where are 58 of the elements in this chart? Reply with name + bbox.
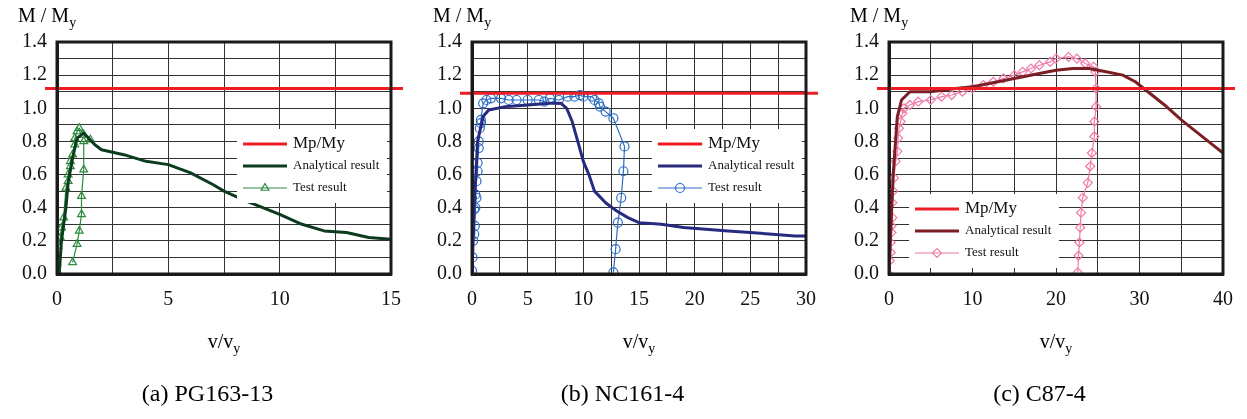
y-tick-label: 1.0 xyxy=(437,95,462,118)
legend-label: Analytical result xyxy=(293,157,380,173)
legend-label: Mp/My xyxy=(708,133,761,153)
x-tick-label: 5 xyxy=(522,287,533,310)
y-tick-label: 1.4 xyxy=(437,29,462,52)
x-tick-label: 10 xyxy=(269,287,290,310)
x-tick-label: 5 xyxy=(163,287,174,310)
y-tick-label: 0.4 xyxy=(437,194,462,217)
x-tick-label: 25 xyxy=(740,287,761,310)
x-tick-label: 20 xyxy=(684,287,705,310)
legend-label: Test result xyxy=(965,244,1019,260)
y-tick-label: 1.4 xyxy=(22,29,47,52)
x-tick-label: 40 xyxy=(1213,287,1233,310)
y-tick-label: 1.2 xyxy=(437,62,462,85)
legend-label: Mp/My xyxy=(965,198,1018,218)
y-tick-label: 1.4 xyxy=(854,29,879,52)
x-tick-label: 30 xyxy=(1129,287,1150,310)
x-tick-label: 20 xyxy=(1046,287,1066,310)
y-tick-label: 0.2 xyxy=(437,228,462,251)
legend-label: Mp/My xyxy=(293,133,346,153)
y-axis-title: M / M$_{y}$ xyxy=(850,4,909,31)
y-tick-label: 1.2 xyxy=(22,62,47,85)
x-tick-label: 10 xyxy=(573,287,594,310)
x-tick-label: 0 xyxy=(52,287,62,310)
y-tick-label: 0.8 xyxy=(437,128,462,151)
y-tick-label: 0.4 xyxy=(22,194,47,217)
y-tick-label: 0.0 xyxy=(437,261,462,284)
y-tick-label: 1.0 xyxy=(854,95,879,118)
x-tick-label: 15 xyxy=(629,287,649,310)
x-tick-label: 30 xyxy=(796,287,816,310)
x-tick-label: 15 xyxy=(381,287,401,310)
x-axis-title: v/v$_{y}$ xyxy=(622,330,656,357)
x-tick-label: 10 xyxy=(962,287,983,310)
y-tick-label: 0.6 xyxy=(22,161,47,184)
legend-label: Analytical result xyxy=(708,157,795,173)
y-tick-label: 0.2 xyxy=(854,228,879,251)
y-tick-label: 1.2 xyxy=(854,62,879,85)
text: (b) NC161-4 xyxy=(559,380,686,407)
x-axis-title: v/v$_{y}$ xyxy=(207,330,241,357)
y-tick-label: 0.0 xyxy=(22,261,47,284)
y-tick-label: 0.2 xyxy=(22,228,47,251)
text: (c) C87-4 xyxy=(992,380,1087,407)
y-tick-label: 0.8 xyxy=(854,128,879,151)
x-tick-label: 0 xyxy=(884,287,894,310)
x-tick-label: 0 xyxy=(467,287,477,310)
y-axis-title: M / M$_{y}$ xyxy=(18,4,77,31)
y-tick-label: 0.6 xyxy=(437,161,462,184)
y-axis-title: M / M$_{y}$ xyxy=(433,4,492,31)
y-tick-label: 0.4 xyxy=(854,194,879,217)
y-tick-label: 1.0 xyxy=(22,95,47,118)
y-tick-label: 0.0 xyxy=(854,261,879,284)
y-tick-label: 0.8 xyxy=(22,128,47,151)
y-tick-label: 0.6 xyxy=(854,161,879,184)
legend-label: Test result xyxy=(708,179,762,195)
legend-label: Analytical result xyxy=(965,222,1052,238)
legend-label: Test result xyxy=(293,179,347,195)
text: (a) PG163-13 xyxy=(140,380,275,407)
x-axis-title: v/v$_{y}$ xyxy=(1039,330,1073,357)
